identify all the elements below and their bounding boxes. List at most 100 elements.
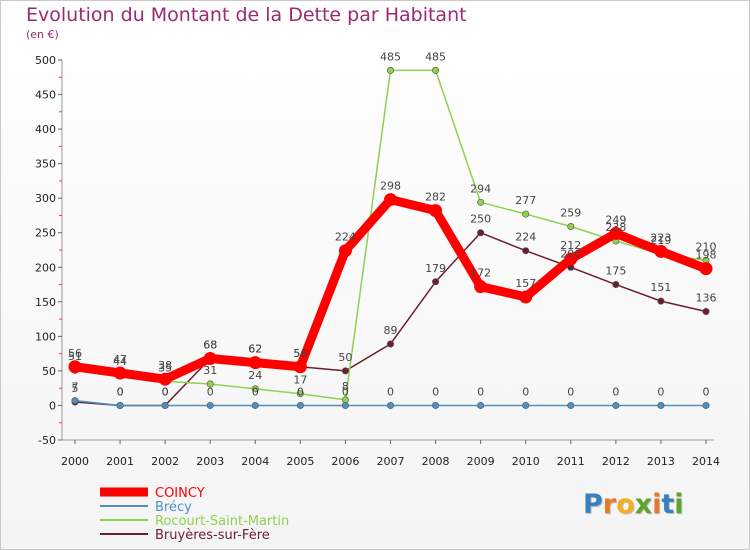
data-label: 68 [203, 338, 217, 351]
y-tick-label: 250 [35, 227, 56, 240]
data-point [386, 401, 394, 409]
logo-letter: r [602, 489, 617, 520]
data-point [251, 401, 259, 409]
data-label: 0 [162, 385, 169, 398]
x-tick-label: 2005 [286, 455, 314, 468]
data-label: 0 [657, 385, 664, 398]
chart-subtitle: (en €) [26, 28, 59, 41]
data-point [248, 356, 262, 370]
proxiti-logo: Proxiti [583, 489, 684, 520]
data-point [612, 401, 620, 409]
y-tick-label: 500 [35, 54, 56, 67]
data-label: 277 [515, 194, 536, 207]
data-label: 224 [515, 231, 536, 244]
data-label: 0 [432, 385, 439, 398]
data-label: 8 [342, 380, 349, 393]
x-tick-label: 2002 [151, 455, 179, 468]
data-point [519, 290, 533, 304]
data-label: 219 [650, 234, 671, 247]
data-point [702, 307, 710, 315]
legend-label: Brécy [155, 500, 192, 515]
data-point [567, 223, 575, 231]
data-point [384, 193, 397, 207]
data-point [429, 204, 443, 218]
data-point [522, 247, 530, 255]
data-label: 38 [158, 359, 172, 372]
data-label: 151 [650, 281, 671, 294]
logo-letter: P [583, 489, 603, 520]
data-point [657, 297, 665, 305]
data-label: 259 [560, 207, 581, 220]
legend-label: COINCY [155, 486, 205, 501]
x-tick-label: 2007 [377, 455, 405, 468]
legend-label: Bruyères-sur-Fère [155, 528, 270, 543]
logo-letter: x [634, 489, 653, 520]
data-label: 223 [650, 231, 671, 244]
data-label: 485 [380, 50, 401, 63]
data-point [341, 401, 349, 409]
data-point [206, 401, 214, 409]
data-point [68, 360, 82, 374]
data-label: 7 [72, 381, 79, 394]
data-label: 0 [117, 385, 124, 398]
chart-title: Evolution du Montant de la Dette par Hab… [26, 4, 467, 26]
data-label: 250 [470, 213, 491, 226]
y-tick-label: 450 [35, 89, 56, 102]
y-tick-label: 300 [35, 192, 56, 205]
data-point [474, 280, 488, 294]
data-label: 31 [203, 364, 217, 377]
data-label: 200 [560, 247, 581, 260]
data-label: 298 [380, 180, 401, 193]
data-label: 238 [605, 221, 626, 234]
y-tick-label: 100 [35, 330, 56, 343]
data-point [161, 401, 169, 409]
data-label: 0 [207, 385, 214, 398]
legend-label: Rocourt-Saint-Martin [155, 514, 289, 529]
data-point [296, 390, 304, 398]
data-label: 50 [338, 351, 352, 364]
data-label: 198 [696, 249, 717, 262]
y-tick-label: 200 [35, 261, 56, 274]
data-label: 210 [696, 240, 717, 253]
x-tick-label: 2013 [647, 455, 675, 468]
x-tick-label: 2004 [241, 455, 269, 468]
data-point [251, 385, 259, 393]
data-point [699, 262, 713, 276]
data-label: 172 [470, 267, 491, 280]
data-point [609, 226, 623, 240]
data-point [432, 278, 440, 286]
data-point [296, 401, 304, 409]
data-label: 51 [68, 350, 82, 363]
data-label: 224 [335, 231, 356, 244]
data-label: 136 [696, 291, 717, 304]
data-point [522, 210, 530, 218]
data-label: 5 [72, 382, 79, 395]
data-label: 0 [252, 385, 259, 398]
data-label: 249 [605, 213, 626, 226]
data-label: 47 [113, 353, 127, 366]
data-point [158, 372, 172, 386]
data-point [338, 244, 352, 258]
data-point [116, 401, 124, 409]
data-label: 24 [248, 369, 262, 382]
data-point [432, 401, 440, 409]
logo-letter: i [674, 489, 684, 520]
data-label: 17 [293, 374, 307, 387]
y-tick-label: 400 [35, 123, 56, 136]
data-label: 44 [113, 355, 127, 368]
data-label: 62 [248, 343, 262, 356]
x-tick-label: 2008 [422, 455, 450, 468]
data-point [432, 66, 440, 74]
data-point [71, 397, 79, 405]
data-point [654, 244, 668, 258]
data-label: 68 [203, 338, 217, 351]
data-label: 89 [384, 324, 398, 337]
y-tick-label: -50 [38, 434, 56, 447]
data-point [293, 360, 307, 374]
data-label: 282 [425, 191, 446, 204]
data-point [702, 401, 710, 409]
data-point [206, 380, 214, 388]
data-label: 0 [567, 385, 574, 398]
